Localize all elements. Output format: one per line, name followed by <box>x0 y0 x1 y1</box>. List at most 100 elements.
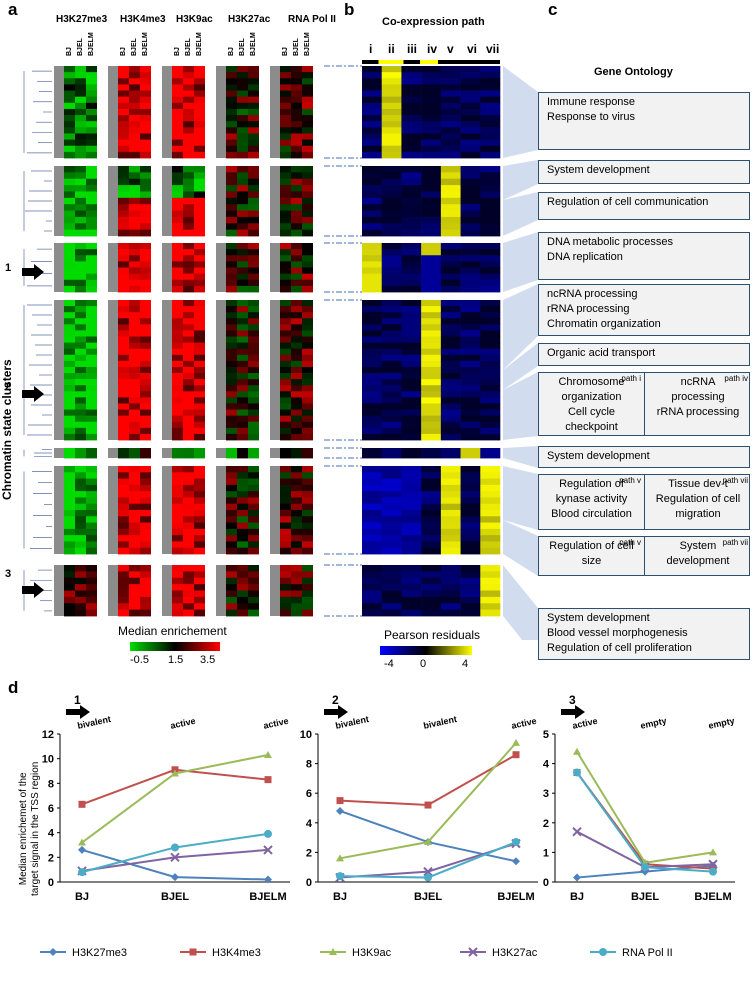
residual-cell <box>421 385 442 392</box>
heatmap-cell <box>248 312 259 319</box>
heatmap-divider <box>108 466 118 554</box>
state-label: active <box>510 716 537 731</box>
heatmap-cell <box>86 590 97 598</box>
heatmap-cell <box>64 312 75 319</box>
residual-cell <box>460 379 481 386</box>
heatmap-cell <box>248 535 259 542</box>
heatmap-cell <box>118 229 129 237</box>
heatmap-cell <box>118 354 129 362</box>
heatmap-cell <box>194 306 205 313</box>
residual-cell <box>421 516 442 523</box>
heatmap-cell <box>226 96 237 104</box>
residual-cell <box>460 541 481 549</box>
residual-cell <box>421 191 442 199</box>
heatmap-cell <box>140 243 151 250</box>
heatmap-cell <box>172 243 183 250</box>
heatmap-cell <box>248 491 259 498</box>
heatmap-cell <box>237 210 248 218</box>
heatmap-cell <box>194 216 205 224</box>
residual-cell <box>381 229 402 237</box>
heatmap-cell <box>280 421 291 429</box>
heatmap-cell <box>86 373 97 380</box>
heatmap-cell <box>172 216 183 224</box>
heatmap-cell <box>86 547 97 555</box>
heatmap-cell <box>172 197 183 205</box>
heatmap-cell <box>64 318 75 325</box>
heatmap-cell <box>118 503 129 511</box>
residual-cell <box>460 312 481 319</box>
line-chart-legend: H3K27me3 H3K4me3 H3K9ac H3K27ac RNA Pol II <box>40 947 673 959</box>
go-term: Regulation of cell communication <box>547 196 709 208</box>
residual-cell <box>362 96 383 104</box>
residual-cell <box>421 484 442 492</box>
heatmap-cell <box>248 330 259 337</box>
residual-cell <box>381 427 402 435</box>
heatmap-cell <box>75 279 86 287</box>
residual-cell <box>362 421 383 429</box>
heatmap-cell <box>280 249 291 256</box>
y-tick-label: 4 <box>543 759 550 771</box>
residual-cell <box>480 516 501 523</box>
residual-cell <box>460 285 481 293</box>
residual-cell <box>480 565 501 572</box>
heatmap-divider <box>54 565 64 616</box>
y-tick-label: 4 <box>48 828 55 840</box>
heatmap-cell <box>140 318 151 325</box>
residual-cell <box>362 590 383 598</box>
heatmap-cell <box>194 312 205 319</box>
heatmap-cell <box>183 72 194 79</box>
residual-cell <box>440 547 461 555</box>
residual-cell <box>460 336 481 344</box>
heatmap-cell <box>291 391 302 398</box>
heatmap-cell <box>129 172 140 180</box>
heatmap-cell <box>194 84 205 91</box>
residual-cell <box>362 121 383 128</box>
heatmap-cell <box>302 324 313 331</box>
heatmap-cell <box>291 448 302 459</box>
heatmap-cell <box>194 197 205 205</box>
residual-cell <box>381 324 402 331</box>
heatmap-cell <box>248 427 259 435</box>
heatmap-cell <box>140 373 151 380</box>
residual-cell <box>381 306 402 313</box>
go-box: System development <box>538 446 750 468</box>
heatmap-cell <box>129 391 140 398</box>
heatmap-cell <box>75 466 86 473</box>
heatmap-cell <box>140 84 151 91</box>
heatmap-cell <box>248 503 259 511</box>
data-point <box>709 848 717 856</box>
heatmap-cell <box>302 491 313 498</box>
residual-cell <box>401 342 422 350</box>
heatmap-cell <box>129 354 140 362</box>
heatmap-cell <box>75 360 86 368</box>
heatmap-cell <box>237 528 248 536</box>
residual-cell <box>381 96 402 104</box>
heatmap-cell <box>172 448 183 459</box>
heatmap-cell <box>129 121 140 128</box>
heatmap-cell <box>118 249 129 256</box>
heatmap-cell <box>237 584 248 591</box>
heatmap-cell <box>172 472 183 479</box>
heatmap-cell <box>280 528 291 536</box>
heatmap-cell <box>237 249 248 256</box>
residual-cell <box>460 472 481 479</box>
heatmap-cell <box>280 342 291 350</box>
residual-cell <box>421 324 442 331</box>
residual-cell <box>421 571 442 579</box>
heatmap-cell <box>86 366 97 374</box>
residual-cell <box>401 172 422 180</box>
chart-id: 3 <box>569 693 576 707</box>
heatmap-cell <box>140 127 151 134</box>
residual-cell <box>460 223 481 231</box>
heatmap-cell <box>237 484 248 492</box>
heatmap-cell <box>64 547 75 555</box>
heatmap-cell <box>248 336 259 344</box>
residual-cell <box>460 108 481 116</box>
heatmap-cell <box>86 571 97 579</box>
heatmap-cell <box>291 547 302 555</box>
heatmap-cell <box>86 318 97 325</box>
heatmap-cell <box>194 324 205 331</box>
heatmap-cell <box>183 433 194 441</box>
heatmap-cell <box>140 102 151 110</box>
heatmap-cell <box>64 133 75 140</box>
